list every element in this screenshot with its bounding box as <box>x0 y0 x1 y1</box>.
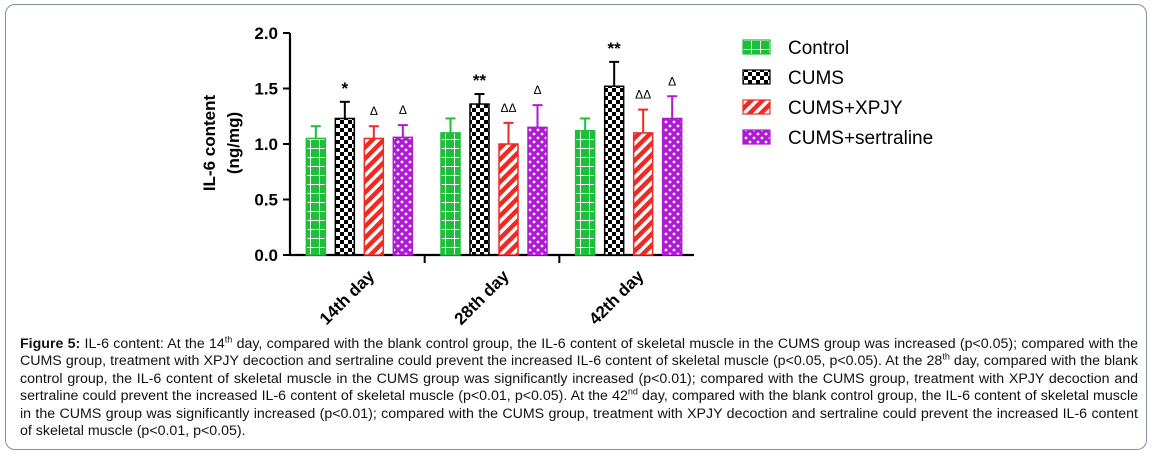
y-tick-label: 1.5 <box>254 80 278 99</box>
caption-sup-2: th <box>942 351 950 362</box>
legend-swatch <box>742 39 771 55</box>
bar <box>574 129 596 256</box>
y-tick-label: 1.0 <box>254 135 278 154</box>
y-tick-label: 0.5 <box>254 191 278 210</box>
x-category-label: 28th day <box>451 266 514 329</box>
y-axis-label-line1: IL-6 content <box>200 95 219 192</box>
significance-mark: ** <box>473 71 487 90</box>
bar <box>603 85 625 256</box>
bar <box>363 137 385 256</box>
caption-sup-3: nd <box>627 386 638 397</box>
legend-swatch <box>742 129 771 145</box>
legend-label: CUMS+sertraline <box>788 128 933 149</box>
caption-text-3: day, compared with the blank control gro… <box>20 353 1138 405</box>
x-category-label: 42th day <box>585 266 648 329</box>
bar <box>661 117 683 256</box>
bar <box>469 103 490 256</box>
significance-mark: ΔΔ <box>500 101 516 115</box>
significance-mark: Δ <box>668 74 676 88</box>
significance-mark: Δ <box>533 83 541 97</box>
caption-text-1: IL-6 content: At the 14 <box>80 336 225 352</box>
bar <box>392 136 414 256</box>
significance-mark: * <box>342 79 349 98</box>
caption-label: Figure 5: <box>20 336 81 352</box>
significance-mark: ΔΔ <box>635 88 651 102</box>
bar <box>334 117 356 256</box>
caption-text-4: day, compared with the blank control gro… <box>20 388 1138 440</box>
bar <box>527 126 548 256</box>
y-axis-label-line2: (ng/mg) <box>224 112 243 174</box>
legend-label: Control <box>788 38 849 59</box>
legend: Control CUMS CUMS+XPJY CUMS+sertraline <box>742 38 933 149</box>
bar <box>498 143 519 256</box>
y-tick-label: 0.0 <box>254 246 278 265</box>
significance-mark: ** <box>608 39 622 58</box>
bar <box>305 137 327 256</box>
legend-swatch <box>742 99 771 115</box>
bar <box>440 132 461 256</box>
x-category-label: 14th day <box>316 266 379 329</box>
caption-text-2: day, compared with the blank control gro… <box>20 336 1138 370</box>
bars-group: *Δ Δ**ΔΔΔ**ΔΔΔ <box>305 39 683 256</box>
caption-sup-1: th <box>224 334 233 345</box>
y-tick-label: 2.0 <box>254 24 278 43</box>
significance-mark: Δ <box>399 103 407 117</box>
significance-mark: Δ <box>370 104 378 118</box>
bar-chart: IL-6 content (ng/mg) 0.0 0.5 1.0 1.5 2.0 14th… <box>200 24 933 329</box>
bar <box>632 132 654 256</box>
legend-label: CUMS <box>788 68 844 89</box>
figure-caption: Figure 5: IL-6 content: At the 14th day,… <box>20 334 1138 440</box>
legend-label: CUMS+XPJY <box>788 98 903 119</box>
legend-swatch <box>742 69 771 85</box>
